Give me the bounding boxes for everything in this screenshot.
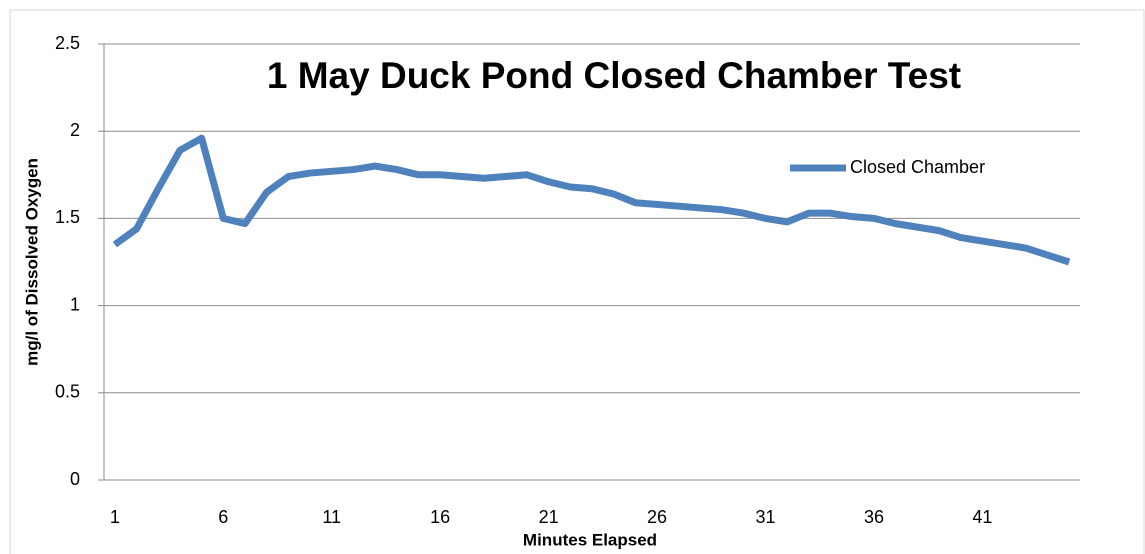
- y-tick-label: 0: [70, 469, 80, 489]
- x-tick-label: 26: [647, 507, 667, 527]
- y-tick-label: 2.5: [55, 33, 80, 53]
- chart-title: 1 May Duck Pond Closed Chamber Test: [267, 55, 961, 96]
- x-tick-label: 31: [755, 507, 775, 527]
- x-tick-label: 11: [322, 507, 341, 527]
- x-tick-label: 1: [110, 507, 120, 527]
- chart-frame: [9, 9, 1145, 554]
- y-tick-label: 0.5: [55, 382, 80, 402]
- data-line: [112, 134, 1071, 266]
- legend-label: Closed Chamber: [850, 157, 985, 177]
- y-tick-label: 1: [70, 294, 80, 314]
- x-tick-label: 6: [218, 507, 228, 527]
- x-tick-label: 41: [972, 507, 992, 527]
- x-axis-label: Minutes Elapsed: [523, 530, 657, 549]
- y-axis-label: mg/l of Dissolved Oxygen: [22, 158, 41, 366]
- x-tick-label: 21: [539, 507, 559, 527]
- x-tick-label: 36: [864, 507, 884, 527]
- y-tick-label: 1.5: [55, 207, 80, 227]
- y-tick-label: 2: [70, 120, 80, 140]
- x-tick-label: 16: [430, 507, 450, 527]
